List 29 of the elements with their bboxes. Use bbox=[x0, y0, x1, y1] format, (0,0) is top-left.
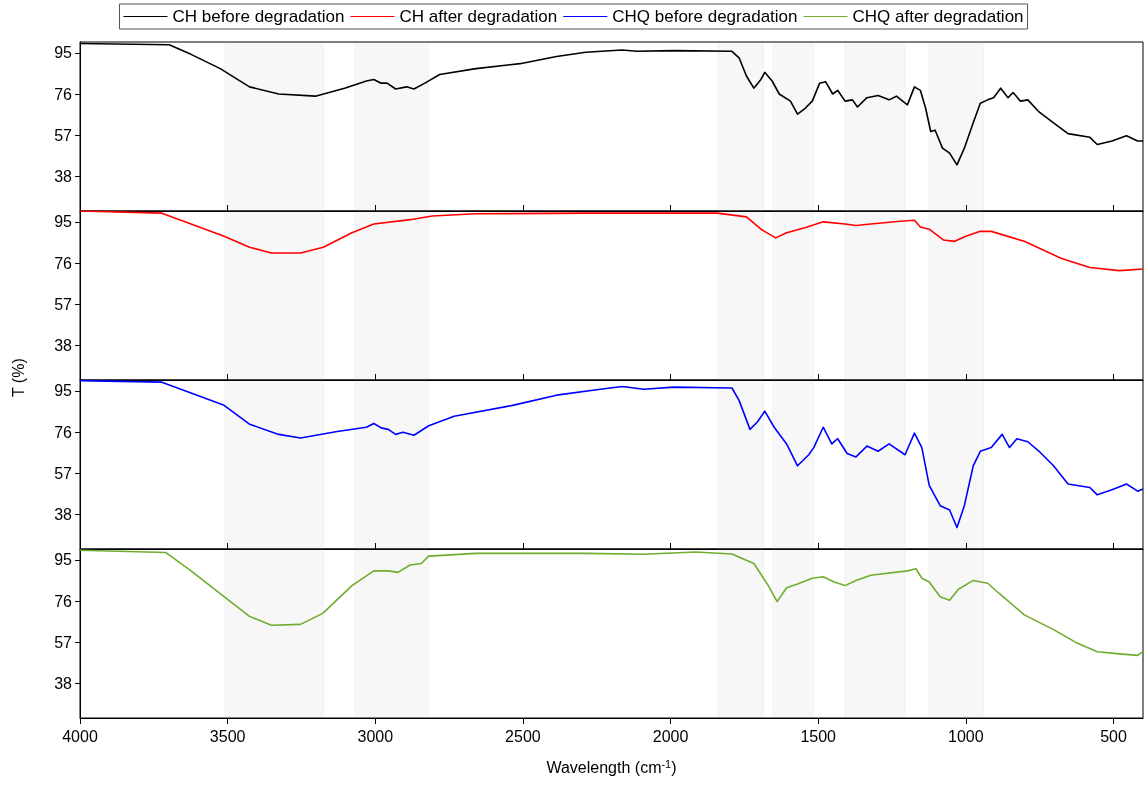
legend-label: CH after degradation bbox=[399, 7, 558, 26]
x-tick-label: 2000 bbox=[652, 727, 689, 745]
y-tick-label: 76 bbox=[54, 254, 73, 272]
x-tick-label: 3000 bbox=[357, 727, 394, 745]
x-tick-label: 2500 bbox=[505, 727, 541, 745]
legend-label: CHQ after degradation bbox=[852, 7, 1024, 26]
y-tick-label: 57 bbox=[54, 295, 73, 313]
x-tick-label: 1500 bbox=[800, 727, 837, 745]
x-tick-label: 3500 bbox=[209, 727, 246, 745]
legend-label: CHQ before degradation bbox=[612, 7, 798, 26]
y-tick-label: 76 bbox=[54, 423, 73, 441]
y-tick-label: 76 bbox=[54, 592, 73, 610]
y-tick-label: 95 bbox=[54, 551, 73, 569]
y-tick-label: 76 bbox=[54, 85, 73, 103]
y-tick-label: 95 bbox=[54, 213, 73, 231]
y-tick-label: 38 bbox=[54, 167, 73, 185]
y-tick-label: 95 bbox=[54, 382, 73, 400]
y-axis-title: T (%) bbox=[9, 358, 27, 398]
x-tick-label: 4000 bbox=[62, 727, 98, 745]
y-tick-label: 57 bbox=[54, 464, 73, 482]
y-tick-label: 38 bbox=[54, 505, 73, 523]
y-tick-label: 95 bbox=[54, 44, 73, 62]
y-tick-label: 57 bbox=[54, 633, 73, 651]
y-tick-label: 38 bbox=[54, 674, 73, 692]
y-tick-label: 38 bbox=[54, 336, 73, 354]
y-tick-label: 57 bbox=[54, 126, 73, 144]
legend-label: CH before degradation bbox=[172, 7, 345, 26]
x-tick-label: 1000 bbox=[948, 727, 984, 745]
x-tick-label: 500 bbox=[1100, 727, 1127, 745]
